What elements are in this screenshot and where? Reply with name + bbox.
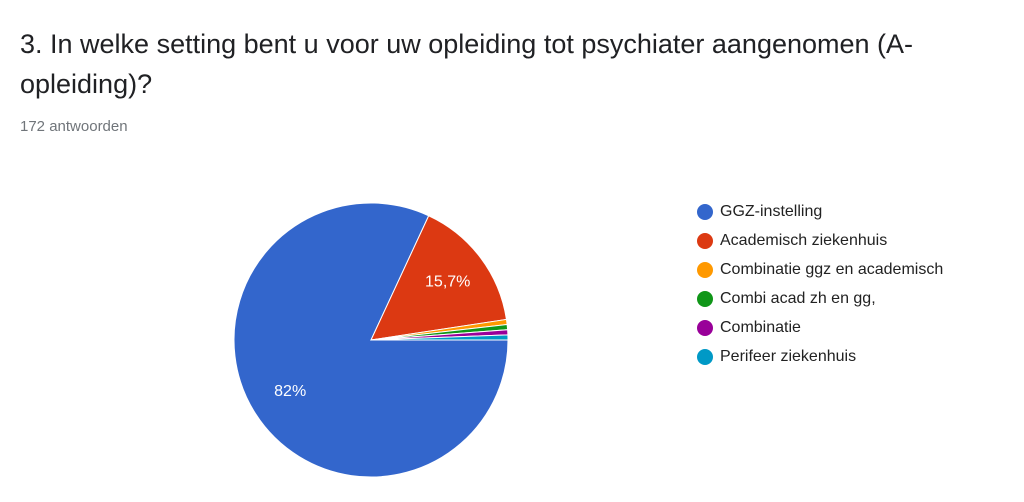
legend-label: Combinatie [720, 319, 801, 336]
legend-label: Perifeer ziekenhuis [720, 348, 856, 365]
legend-marker [697, 291, 713, 307]
legend-marker [697, 204, 713, 220]
legend-marker [697, 262, 713, 278]
legend-label: GGZ-instelling [720, 203, 822, 220]
legend-label: Combinatie ggz en academisch [720, 261, 943, 278]
pie-slice [370, 334, 509, 341]
legend-marker [697, 349, 713, 365]
legend-label: Combi acad zh en gg, [720, 290, 876, 307]
chart-subtitle: 172 antwoorden [20, 118, 128, 135]
slice-label: 15,7% [425, 274, 470, 291]
legend-label: Academisch ziekenhuis [720, 232, 887, 249]
slice-label: 82% [274, 383, 306, 400]
chart-title: 3. In welke setting bent u voor uw oplei… [20, 29, 914, 99]
pie-slice [370, 215, 508, 341]
legend-marker [697, 233, 713, 249]
pie-slice [233, 202, 509, 478]
legend-marker [697, 320, 713, 336]
